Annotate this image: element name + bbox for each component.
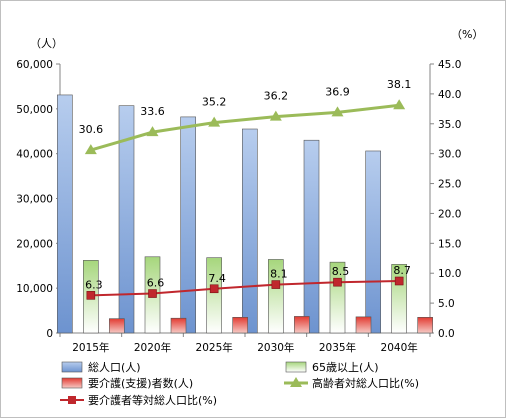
bar-2 bbox=[206, 257, 222, 334]
data-label: 36.9 bbox=[325, 85, 350, 98]
bar-1 bbox=[303, 139, 320, 334]
bar-1 bbox=[118, 105, 135, 334]
bar-2 bbox=[268, 259, 284, 334]
line-marker bbox=[394, 276, 404, 286]
data-label: 30.6 bbox=[79, 123, 104, 136]
legend-label: 総人口(人) bbox=[88, 360, 141, 374]
line-marker bbox=[84, 144, 97, 155]
left-tick-label: 10,000 bbox=[16, 283, 53, 295]
line-marker bbox=[86, 291, 96, 300]
bars bbox=[57, 94, 433, 334]
data-label: 38.1 bbox=[387, 78, 412, 91]
legend-label: 要介護者等対総人口比(%) bbox=[88, 393, 217, 407]
data-label: 6.6 bbox=[147, 277, 165, 290]
left-tick-label: 30,000 bbox=[16, 194, 53, 206]
legend-marker bbox=[68, 396, 76, 404]
x-tick-label: 2035年 bbox=[319, 341, 356, 354]
right-tick-label: 30.0 bbox=[438, 149, 461, 161]
data-label: 7.4 bbox=[208, 272, 226, 285]
bar-3 bbox=[109, 318, 125, 334]
legend: 総人口(人) 65歳以上(人) 要介護(支援)者数(人) 高齢者対総人口比(%) 要介護… bbox=[60, 360, 419, 407]
bar-1 bbox=[365, 150, 381, 334]
right-tick-label: 35.0 bbox=[438, 119, 461, 131]
left-tick-label: 0 bbox=[46, 328, 53, 340]
bar-3 bbox=[355, 316, 372, 334]
data-label: 35.2 bbox=[202, 96, 227, 109]
x-tick-label: 2015年 bbox=[72, 341, 109, 354]
right-tick-label: 10.0 bbox=[438, 268, 461, 280]
left-axis-unit: （人） bbox=[30, 37, 63, 50]
legend-label: 高齢者対総人口比(%) bbox=[312, 376, 419, 390]
x-tick-label: 2030年 bbox=[257, 341, 294, 354]
right-tick-label: 45.0 bbox=[438, 59, 461, 71]
bar-1 bbox=[180, 116, 196, 334]
bar-3 bbox=[294, 316, 310, 334]
data-label: 8.5 bbox=[332, 265, 350, 278]
right-tick-label: 40.0 bbox=[438, 89, 461, 101]
bar-1 bbox=[242, 128, 258, 334]
lines: 30.6 33.6 35.2 36.2 36.9 38.1 6.3 6.6 7.4 8.1 8.5 8… bbox=[79, 78, 412, 300]
data-label: 8.7 bbox=[393, 264, 411, 277]
right-axis-unit: （%） bbox=[451, 28, 483, 41]
line-marker bbox=[333, 277, 342, 287]
data-label: 36.2 bbox=[264, 90, 289, 103]
data-label: 8.1 bbox=[270, 268, 288, 281]
bar-1 bbox=[57, 94, 73, 334]
left-tick-label: 50,000 bbox=[16, 104, 53, 116]
x-tick-label: 2040年 bbox=[381, 341, 418, 354]
right-tick-label: 20.0 bbox=[438, 208, 461, 220]
right-tick-label: 5.0 bbox=[438, 298, 455, 310]
data-label: 33.6 bbox=[140, 105, 165, 118]
left-tick-label: 40,000 bbox=[16, 149, 53, 161]
line-marker bbox=[331, 106, 344, 117]
line-1 bbox=[90, 103, 400, 152]
legend-swatch bbox=[61, 361, 83, 373]
legend-marker bbox=[290, 377, 302, 387]
line-marker bbox=[271, 280, 281, 289]
data-label: 6.3 bbox=[85, 278, 103, 291]
line-marker bbox=[393, 99, 406, 110]
right-tick-label: 0.0 bbox=[438, 328, 455, 340]
x-tick-label: 2020年 bbox=[134, 341, 171, 354]
line-marker bbox=[148, 289, 157, 298]
right-tick-label: 25.0 bbox=[438, 179, 461, 191]
line-marker bbox=[146, 126, 159, 137]
left-tick-label: 60,000 bbox=[16, 59, 53, 71]
legend-swatch bbox=[61, 377, 83, 389]
bar-3 bbox=[170, 317, 187, 334]
bar-3 bbox=[232, 317, 248, 334]
line-2 bbox=[90, 279, 400, 297]
legend-swatch bbox=[285, 361, 307, 373]
right-tick-label: 15.0 bbox=[438, 238, 461, 250]
left-tick-label: 20,000 bbox=[16, 238, 53, 250]
legend-label: 65歳以上(人) bbox=[312, 361, 379, 374]
line-marker bbox=[208, 116, 221, 127]
x-tick-label: 2025年 bbox=[196, 341, 233, 354]
legend-label: 要介護(支援)者数(人) bbox=[88, 376, 193, 390]
line-marker bbox=[209, 284, 219, 294]
bar-3 bbox=[417, 317, 433, 334]
line-marker bbox=[269, 110, 282, 121]
